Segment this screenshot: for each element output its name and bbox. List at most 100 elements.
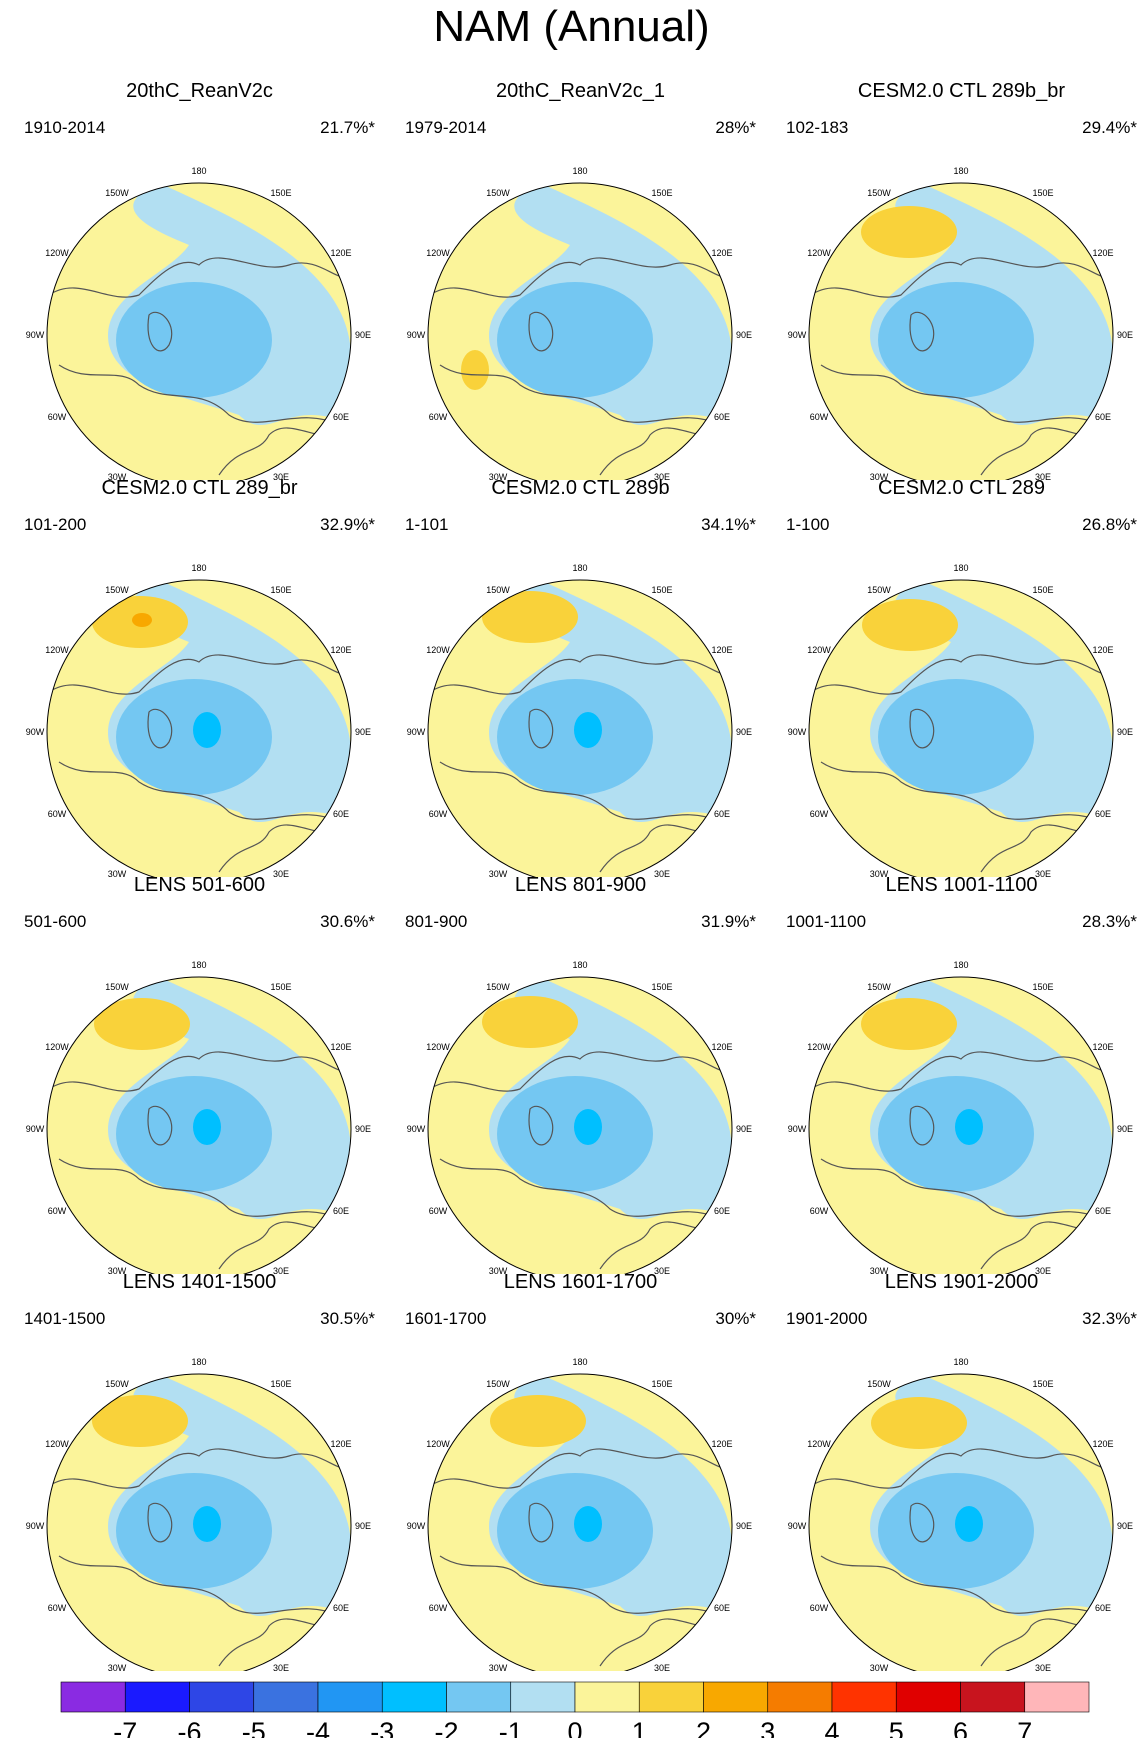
longitude-label: 120W (426, 1042, 450, 1052)
map-panel: 180150E120E90E60E30E030W60W90W120W150W L… (393, 1271, 768, 1671)
colorbar-swatch (446, 1681, 512, 1713)
colorbar-tick-label: 3 (760, 1717, 775, 1738)
map-boundary (46, 182, 352, 480)
polar-low-region (116, 1473, 272, 1589)
polar-low-region (497, 679, 653, 795)
polar-low-core (193, 1506, 221, 1542)
colorbar-swatch (317, 1681, 383, 1713)
pacific-high-region (482, 996, 578, 1048)
longitude-label: 150W (105, 188, 129, 198)
polar-low-core (955, 1506, 983, 1542)
longitude-label: 60W (810, 809, 829, 819)
longitude-label: 120E (331, 645, 352, 655)
longitude-label: 180 (191, 960, 206, 970)
longitude-label: 120E (1093, 1042, 1114, 1052)
longitude-label: 120E (1093, 1439, 1114, 1449)
polar-map: 180150E120E90E60E30E030W60W90W120W150W (407, 563, 752, 877)
polar-map: 180150E120E90E60E30E030W60W90W120W150W (26, 563, 371, 877)
longitude-label: 90E (1117, 330, 1133, 340)
panel-variance-percent: 26.8%* (1082, 515, 1137, 534)
panel-period: 801-900 (405, 912, 468, 931)
longitude-label: 150E (651, 1379, 672, 1389)
longitude-label: 120E (331, 1042, 352, 1052)
longitude-label: 150W (867, 188, 891, 198)
longitude-label: 60E (333, 1603, 349, 1613)
longitude-label: 120W (426, 248, 450, 258)
colorbar-swatch (767, 1681, 833, 1713)
panel-title: 20thC_ReanV2c (126, 80, 273, 102)
longitude-label: 180 (572, 960, 587, 970)
polar-map: 180150E120E90E60E30E030W60W90W120W150W (407, 960, 752, 1274)
colorbar-tick-label: -2 (434, 1717, 458, 1738)
longitude-label: 120E (712, 645, 733, 655)
colorbar-tick-label: -5 (242, 1717, 266, 1738)
longitude-label: 120W (807, 248, 831, 258)
polar-map: 180150E120E90E60E30E030W60W90W120W150W (407, 1357, 752, 1671)
colorbar-swatch (510, 1681, 576, 1713)
longitude-label: 120E (331, 1439, 352, 1449)
longitude-label: 180 (572, 563, 587, 573)
colorbar-swatch (60, 1681, 126, 1713)
longitude-label: 30W (489, 869, 508, 877)
polar-low-core (955, 1109, 983, 1145)
longitude-label: 90W (26, 1124, 45, 1134)
colorbar-tick-label: -4 (306, 1717, 330, 1738)
longitude-label: 180 (191, 1357, 206, 1367)
longitude-label: 60E (333, 1206, 349, 1216)
map-boundary (46, 976, 352, 1274)
map-panel: 180150E120E90E60E30E030W60W90W120W150W L… (12, 1271, 387, 1671)
longitude-label: 150W (486, 982, 510, 992)
longitude-label: 30E (273, 1266, 289, 1274)
polar-low-region (878, 1473, 1034, 1589)
longitude-label: 30W (489, 1266, 508, 1274)
pacific-high-region (861, 998, 957, 1050)
polar-low-core (193, 712, 221, 748)
longitude-label: 180 (953, 563, 968, 573)
panel-variance-percent: 30.5%* (320, 1309, 375, 1328)
panel-title: CESM2.0 CTL 289b (491, 477, 670, 499)
longitude-label: 90E (355, 330, 371, 340)
longitude-label: 150E (1032, 982, 1053, 992)
pacific-high-region (861, 206, 957, 258)
panel-variance-percent: 32.9%* (320, 515, 375, 534)
coastline (810, 654, 1112, 873)
colorbar-swatch (703, 1681, 769, 1713)
panel-title: 20thC_ReanV2c_1 (495, 80, 665, 102)
polar-low-region (878, 282, 1034, 398)
colorbar-tick-label: -6 (177, 1717, 201, 1738)
longitude-label: 120W (807, 645, 831, 655)
longitude-label: 180 (953, 960, 968, 970)
longitude-label: 150W (486, 585, 510, 595)
longitude-label: 180 (953, 166, 968, 176)
colorbar-swatch (960, 1681, 1026, 1713)
longitude-label: 120E (712, 1042, 733, 1052)
longitude-label: 60E (1095, 412, 1111, 422)
panel-variance-percent: 30.6%* (320, 912, 375, 931)
longitude-label: 150E (651, 585, 672, 595)
longitude-label: 60E (333, 809, 349, 819)
longitude-label: 30E (1035, 1663, 1051, 1671)
longitude-label: 180 (191, 166, 206, 176)
longitude-label: 30W (489, 472, 508, 480)
longitude-label: 90W (26, 330, 45, 340)
longitude-label: 120W (426, 645, 450, 655)
panel-title: LENS 1601-1700 (503, 1271, 658, 1293)
panel-title: LENS 1401-1500 (122, 1271, 277, 1293)
longitude-label: 30E (273, 472, 289, 480)
panel-title: LENS 1901-2000 (884, 1271, 1039, 1293)
longitude-label: 60E (714, 1206, 730, 1216)
longitude-label: 120E (1093, 645, 1114, 655)
longitude-label: 90W (788, 1124, 807, 1134)
longitude-label: 120W (45, 1439, 69, 1449)
map-boundary (808, 976, 1114, 1274)
longitude-label: 150E (651, 982, 672, 992)
longitude-label: 30E (273, 1663, 289, 1671)
panel-title: CESM2.0 CTL 289b_br (857, 80, 1066, 102)
polar-low-region (116, 282, 272, 398)
polar-low-region (878, 679, 1034, 795)
panel-period: 102-183 (786, 118, 849, 137)
longitude-label: 150W (486, 188, 510, 198)
polar-low-region (497, 1076, 653, 1192)
pacific-high-core (132, 613, 152, 627)
longitude-label: 60E (1095, 1603, 1111, 1613)
